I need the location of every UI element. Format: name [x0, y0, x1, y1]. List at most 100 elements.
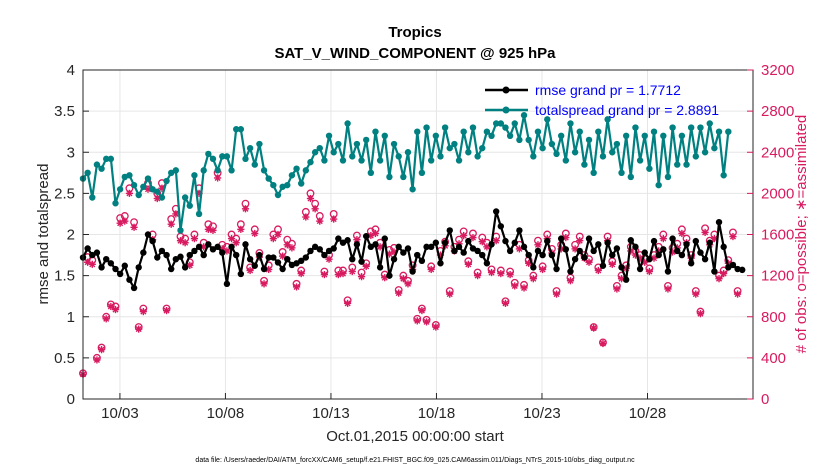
obs-assimilated-point [729, 232, 737, 241]
rmse-point [474, 247, 481, 255]
rmse-point [674, 247, 681, 255]
totalspread-point [191, 172, 198, 179]
y2-tick-label: 0 [761, 391, 769, 408]
totalspread-point [302, 167, 310, 174]
rmse-point [251, 262, 258, 269]
totalspread-point [177, 227, 184, 234]
y-tick-label: 1 [67, 309, 75, 326]
totalspread-point [530, 153, 537, 160]
rmse-point [553, 265, 560, 273]
obs-assimilated-point [93, 356, 101, 364]
rmse-point [451, 247, 458, 255]
obs-assimilated-point [241, 205, 250, 213]
rmse-point [669, 235, 676, 242]
obs-assimilated-point [371, 229, 380, 238]
totalspread-point [437, 153, 444, 160]
rmse-point [506, 247, 514, 255]
obs-assimilated-point [209, 226, 217, 234]
y2-tick-label: 800 [761, 309, 786, 326]
rmse-point [205, 241, 212, 248]
obs-assimilated-point [608, 260, 616, 268]
totalspread-point [414, 128, 421, 135]
totalspread-point [135, 191, 142, 199]
rmse-point [479, 251, 486, 259]
totalspread-point [655, 181, 662, 189]
rmse-point [214, 243, 221, 251]
obs-assimilated-point [325, 255, 333, 263]
rmse-point [358, 258, 365, 265]
rmse-point [126, 276, 133, 283]
totalspread-point [381, 132, 388, 139]
legend-spread-marker [502, 106, 510, 114]
obs-assimilated-point [422, 318, 431, 326]
rmse-point [135, 264, 142, 271]
totalspread-point [130, 181, 138, 189]
obs-assimilated-point [478, 238, 486, 246]
totalspread-point [492, 120, 500, 127]
obs-assimilated-point [283, 241, 291, 249]
rmse-point [103, 255, 110, 263]
totalspread-point [534, 128, 542, 135]
totalspread-point [432, 132, 440, 139]
totalspread-point [650, 128, 658, 135]
rmse-point [376, 264, 384, 271]
obs-assimilated-point [353, 236, 361, 244]
totalspread-point [497, 120, 505, 127]
totalspread-point [692, 153, 700, 160]
rmse-point [446, 227, 453, 234]
rmse-point [636, 265, 644, 273]
rmse-point [585, 235, 593, 242]
totalspread-point [562, 157, 570, 164]
obs-assimilated-point [659, 235, 667, 243]
totalspread-point [455, 157, 463, 164]
rmse-point [246, 255, 254, 263]
obs-assimilated-point [190, 235, 199, 243]
obs-assimilated-point [474, 272, 482, 280]
totalspread-point [112, 200, 119, 207]
y2-tick-label: 3200 [761, 62, 794, 79]
totalspread-point [576, 128, 583, 135]
y-tick-label: 2 [67, 227, 75, 244]
rmse-point [395, 243, 402, 251]
obs-assimilated-point [125, 189, 134, 197]
rmse-point [256, 251, 263, 259]
obs-assimilated-point [464, 260, 472, 268]
totalspread-point [140, 183, 147, 190]
obs-assimilated-point [237, 225, 245, 233]
totalspread-point [390, 140, 398, 148]
rmse-point [571, 255, 579, 263]
totalspread-point [516, 136, 523, 144]
totalspread-point [622, 132, 630, 139]
rmse-point [567, 268, 574, 275]
obs-assimilated-point [107, 302, 115, 311]
totalspread-point [660, 132, 667, 139]
obs-assimilated-point [121, 217, 129, 225]
y-tick-label: 2.5 [54, 185, 75, 202]
totalspread-point [260, 167, 268, 174]
rmse-point [260, 265, 268, 273]
rmse-point [483, 260, 491, 267]
totalspread-point [641, 132, 648, 139]
totalspread-point [469, 124, 477, 131]
totalspread-point [144, 175, 152, 182]
totalspread-point [307, 158, 314, 166]
obs-assimilated-point [279, 252, 287, 260]
obs-assimilated-point [395, 289, 403, 297]
y-tick-label: 3 [67, 144, 75, 161]
totalspread-point [251, 161, 258, 168]
totalspread-point [599, 153, 607, 160]
totalspread-point [321, 157, 328, 164]
obs-assimilated-point [330, 215, 338, 223]
obs-assimilated-point [232, 239, 240, 247]
legend-rmse-marker [502, 86, 510, 94]
rmse-point [228, 243, 235, 251]
totalspread-point [284, 181, 291, 189]
obs-assimilated-point [594, 266, 602, 275]
totalspread-point [511, 120, 518, 127]
obs-assimilated-point [497, 269, 505, 278]
y2-tick-label: 1600 [761, 227, 794, 244]
obs-assimilated-point [613, 285, 621, 293]
rmse-point [530, 264, 537, 271]
totalspread-point [697, 124, 704, 131]
x-tick-label: 10/13 [312, 405, 350, 422]
